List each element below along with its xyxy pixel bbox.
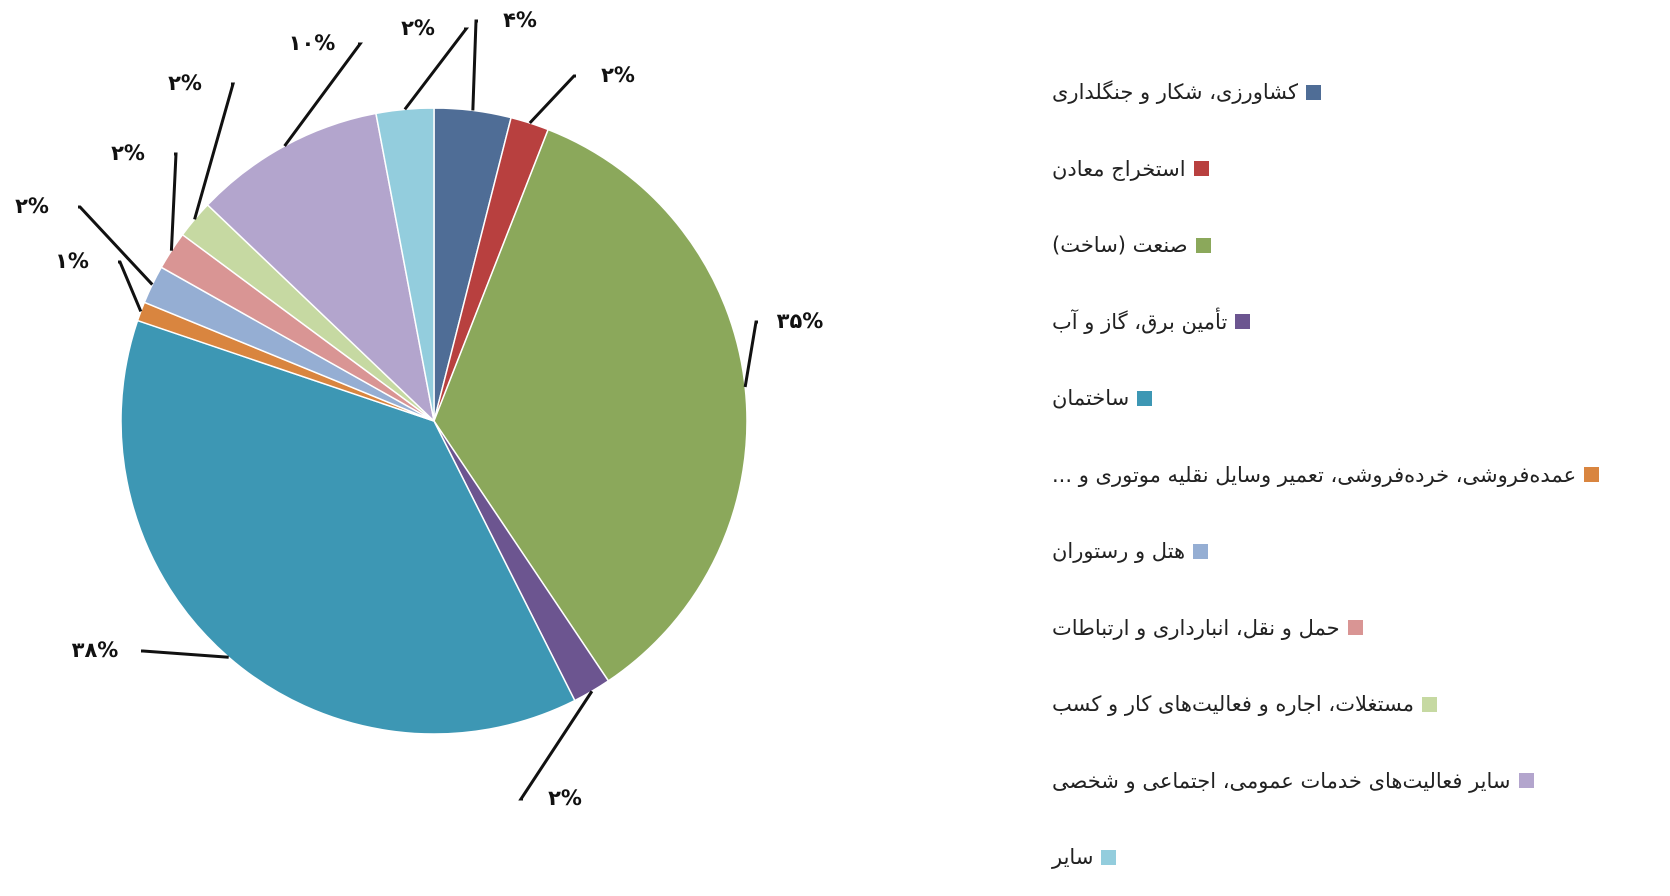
- leader-line-3: [518, 690, 594, 801]
- slice-label-8: ۲%: [168, 71, 202, 95]
- slice-label-1: ۲%: [601, 63, 635, 87]
- legend-label-3: تأمین برق، گاز و آب: [1052, 309, 1228, 334]
- leader-lines: [78, 19, 758, 801]
- legend-item-9: سایر فعالیت‌های خدمات عمومی، اجتماعی و ش…: [1040, 743, 1660, 820]
- legend-swatch-10: [1101, 849, 1117, 865]
- legend-swatch-2: [1195, 237, 1211, 253]
- legend-label-8: مستغلات، اجاره و فعالیت‌های کار و کسب: [1052, 692, 1414, 717]
- leader-line-7: [169, 152, 178, 251]
- legend-item-0: کشاورزی، شکار و جنگلداری: [1040, 54, 1660, 131]
- leader-line-4: [141, 649, 229, 659]
- legend-swatch-6: [1193, 543, 1209, 559]
- legend-label-0: کشاورزی، شکار و جنگلداری: [1052, 80, 1298, 105]
- pie-chart: ۴% ۲% ۳۵% ۲% ۳۸% ۱% ۲% ۲% ۲% ۱۰% ۲%: [15, 8, 823, 810]
- legend-label-7: حمل و نقل، انبارداری و ارتباطات: [1052, 615, 1340, 640]
- leader-line-5: [118, 260, 143, 312]
- legend-swatch-4: [1137, 390, 1153, 406]
- legend-item-8: مستغلات، اجاره و فعالیت‌های کار و کسب: [1040, 666, 1660, 743]
- pie-slice-4: [120, 319, 576, 735]
- slice-label-9: ۱۰%: [289, 31, 336, 55]
- leader-line-9: [283, 42, 363, 147]
- legend-item-1: استخراج معادن: [1040, 131, 1660, 208]
- legend-label-5: عمده‌فروشی، خرده‌فروشی، تعمیر وسایل نقلی…: [1052, 462, 1577, 487]
- legend-label-9: سایر فعالیت‌های خدمات عمومی، اجتماعی و ش…: [1052, 768, 1511, 793]
- leader-line-10: [403, 27, 470, 111]
- legend-label-10: سایر: [1052, 845, 1094, 870]
- pie-slice-2: [433, 128, 748, 682]
- legend-item-7: حمل و نقل، انبارداری و ارتباطات: [1040, 590, 1660, 667]
- chart-legend: کشاورزی، شکار و جنگلداری استخراج معادن صنع…: [1040, 54, 1660, 896]
- legend-label-2: صنعت (ساخت): [1052, 233, 1188, 258]
- legend-label-6: هتل و رستوران: [1052, 539, 1186, 564]
- legend-item-2: صنعت (ساخت): [1040, 207, 1660, 284]
- legend-swatch-0: [1305, 84, 1321, 100]
- legend-swatch-3: [1235, 314, 1251, 330]
- legend-swatch-9: [1518, 773, 1534, 789]
- legend-item-4: ساختمان: [1040, 360, 1660, 437]
- legend-swatch-7: [1347, 620, 1363, 636]
- pie-slices: [120, 107, 748, 735]
- leader-line-2: [743, 320, 758, 388]
- legend-label-4: ساختمان: [1052, 386, 1130, 411]
- legend-item-10: سایر: [1040, 819, 1660, 896]
- legend-item-5: عمده‌فروشی، خرده‌فروشی، تعمیر وسایل نقلی…: [1040, 437, 1660, 514]
- slice-label-10: ۲%: [401, 16, 435, 40]
- slice-label-4: ۳۸%: [72, 638, 119, 662]
- slice-label-0: ۴%: [503, 8, 537, 32]
- slice-label-3: ۲%: [548, 786, 582, 810]
- slice-label-6: ۲%: [15, 194, 49, 218]
- legend-item-6: هتل و رستوران: [1040, 513, 1660, 590]
- leader-line-6: [78, 205, 154, 286]
- legend-swatch-5: [1584, 467, 1600, 483]
- legend-label-1: استخراج معادن: [1052, 156, 1186, 181]
- leader-line-8: [193, 82, 235, 220]
- percentage-labels: ۴% ۲% ۳۵% ۲% ۳۸% ۱% ۲% ۲% ۲% ۱۰% ۲%: [15, 8, 823, 810]
- slice-label-2: ۳۵%: [777, 309, 824, 333]
- legend-swatch-1: [1193, 161, 1209, 177]
- legend-swatch-8: [1421, 696, 1437, 712]
- legend-item-3: تأمین برق، گاز و آب: [1040, 284, 1660, 361]
- leader-line-0: [471, 19, 478, 111]
- slice-label-5: ۱%: [55, 249, 89, 273]
- leader-line-1: [528, 74, 576, 125]
- slice-label-7: ۲%: [111, 141, 145, 165]
